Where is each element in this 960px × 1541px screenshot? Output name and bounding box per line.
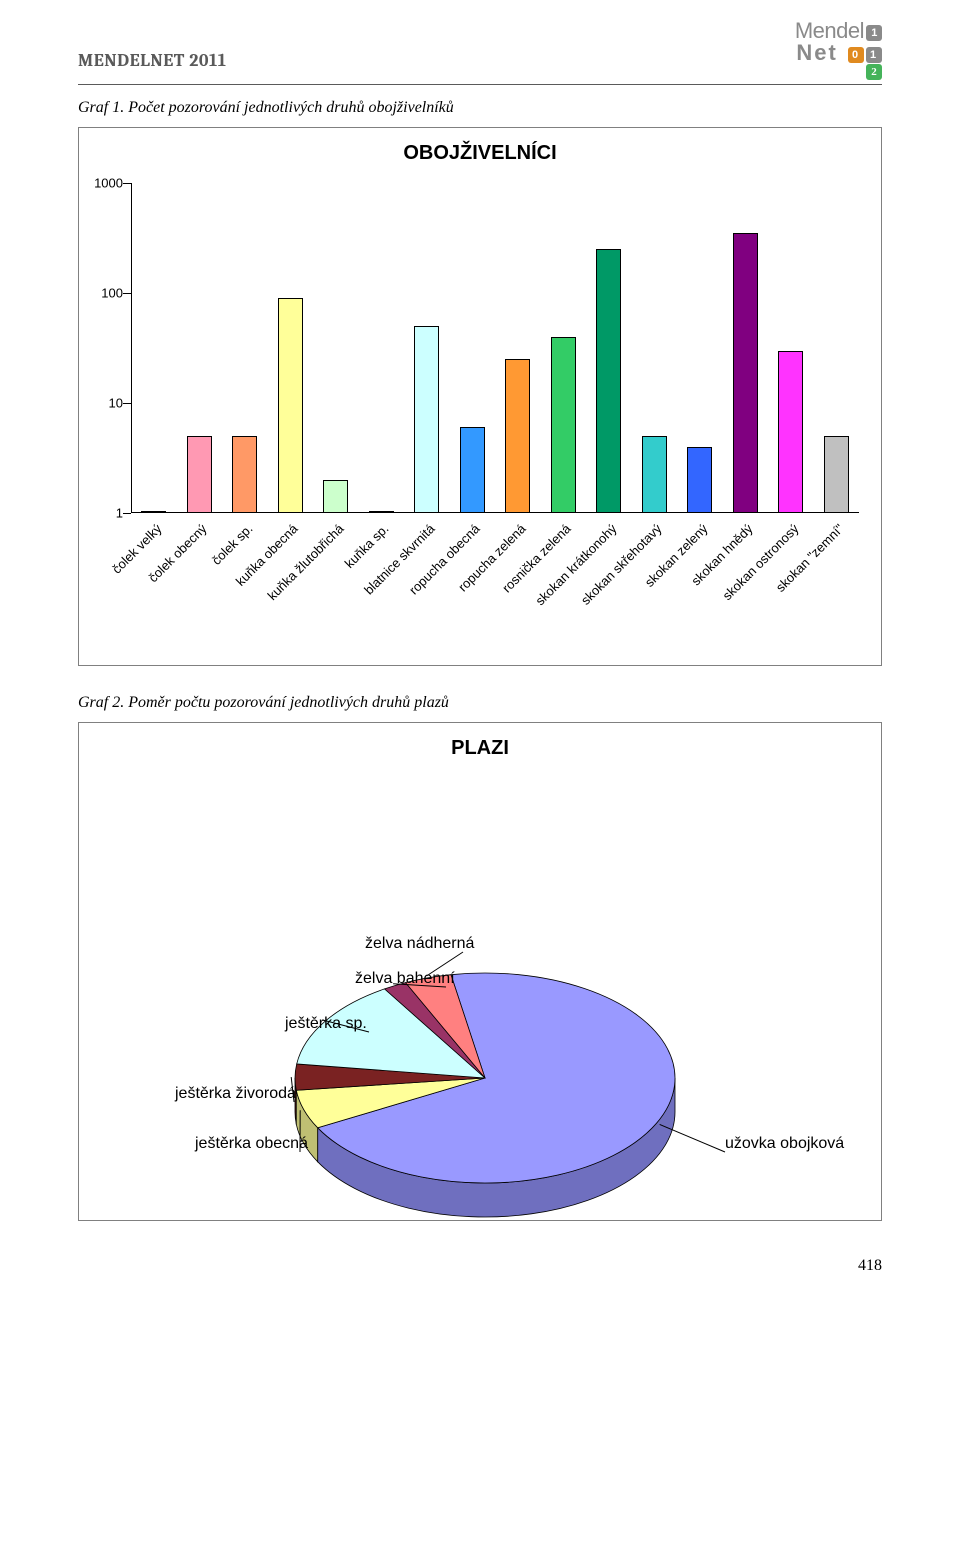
logo-row2-text: Net bbox=[796, 40, 837, 65]
graf2-caption: Graf 2. Poměr počtu pozorování jednotliv… bbox=[78, 694, 882, 712]
bar bbox=[733, 233, 758, 513]
graf1-bar-chart: 1101001000 bbox=[131, 183, 859, 513]
y-tick-label: 10 bbox=[85, 396, 123, 411]
bar bbox=[596, 249, 621, 513]
x-tick-label: skokan krátkonohý bbox=[532, 521, 619, 608]
bar bbox=[551, 337, 576, 513]
y-tick bbox=[123, 293, 131, 294]
pie-label: želva bahenní bbox=[355, 970, 455, 987]
graf2-title: PLAZI bbox=[85, 737, 875, 760]
y-tick-label: 100 bbox=[85, 286, 123, 301]
bar bbox=[187, 436, 212, 513]
graf2-pie-chart: užovka obojková ještěrka obecná ještěrka ž… bbox=[85, 778, 875, 1218]
pie-label: želva nádherná bbox=[365, 935, 475, 952]
logo-badge-0: 0 bbox=[848, 47, 864, 63]
y-tick-label: 1000 bbox=[85, 176, 123, 191]
y-tick bbox=[123, 403, 131, 404]
bar bbox=[778, 351, 803, 513]
logo-badge-1b: 1 bbox=[866, 47, 882, 63]
bar bbox=[824, 436, 849, 513]
x-tick-label: skokan skřehotavý bbox=[578, 521, 665, 608]
bar bbox=[642, 436, 667, 513]
graf1-x-labels: čolek velkýčolek obecnýčolek sp.kuňka ob… bbox=[131, 513, 859, 663]
graf1-caption: Graf 1. Počet pozorování jednotlivých dr… bbox=[78, 99, 882, 117]
y-tick bbox=[123, 513, 131, 514]
graf1-frame: OBOJŽIVELNÍCI 1101001000 čolek velkýčole… bbox=[78, 127, 882, 666]
y-axis bbox=[131, 183, 132, 513]
bar bbox=[278, 298, 303, 513]
logo-badge-1: 1 bbox=[866, 25, 882, 41]
bar bbox=[414, 326, 439, 513]
pie-label: užovka obojková bbox=[725, 1135, 844, 1152]
graf1-title: OBOJŽIVELNÍCI bbox=[85, 142, 875, 165]
bar bbox=[323, 480, 348, 513]
logo: Mendel1 Net 01 2 bbox=[795, 18, 882, 82]
pie-label: ještěrka sp. bbox=[284, 1015, 367, 1032]
graf2-frame: PLAZI užovka obojková ještěrka obecná ješt… bbox=[78, 722, 882, 1221]
bar bbox=[232, 436, 257, 513]
y-tick-label: 1 bbox=[85, 506, 123, 521]
y-tick bbox=[123, 183, 131, 184]
pie-label: ještěrka živorodá bbox=[174, 1085, 296, 1102]
pie-label: ještěrka obecná bbox=[194, 1135, 308, 1152]
header-rule bbox=[78, 84, 882, 85]
bar bbox=[687, 447, 712, 513]
bar bbox=[505, 359, 530, 513]
page-number: 418 bbox=[78, 1257, 882, 1275]
bar bbox=[460, 427, 485, 513]
logo-badge-2: 2 bbox=[866, 64, 882, 80]
page-header-title: MENDELNET 2011 bbox=[78, 18, 227, 71]
